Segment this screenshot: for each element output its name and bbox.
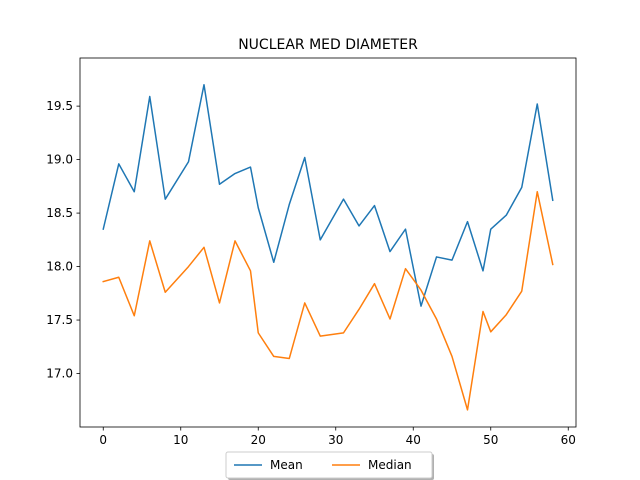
x-tick-label: 50 xyxy=(483,433,498,447)
series-line-median xyxy=(102,190,554,411)
x-tick-label: 40 xyxy=(406,433,421,447)
legend: Mean Median xyxy=(225,451,434,480)
axes-frame xyxy=(79,57,577,428)
legend-box xyxy=(225,451,433,479)
x-tick-label: 20 xyxy=(251,433,266,447)
series-line-mean xyxy=(102,83,554,307)
plot-area: 0 10 20 30 40 50 60 17.0 17.5 18.0 18.5 19.0 19.5 xyxy=(46,57,577,447)
x-tick-label: 30 xyxy=(328,433,343,447)
y-tick-label: 17.0 xyxy=(46,367,73,381)
y-tick-label: 19.5 xyxy=(46,99,73,113)
y-tick-label: 18.5 xyxy=(46,206,73,220)
legend-label-mean: Mean xyxy=(270,458,303,472)
legend-label-median: Median xyxy=(368,458,412,472)
chart-title: NUCLEAR MED DIAMETER xyxy=(238,37,418,53)
x-tick-label: 10 xyxy=(173,433,188,447)
x-tick-label: 0 xyxy=(99,433,107,447)
y-tick-label: 19.0 xyxy=(46,153,73,167)
y-tick-label: 18.0 xyxy=(46,260,73,274)
x-tick-label: 60 xyxy=(561,433,576,447)
y-tick-label: 17.5 xyxy=(46,313,73,327)
